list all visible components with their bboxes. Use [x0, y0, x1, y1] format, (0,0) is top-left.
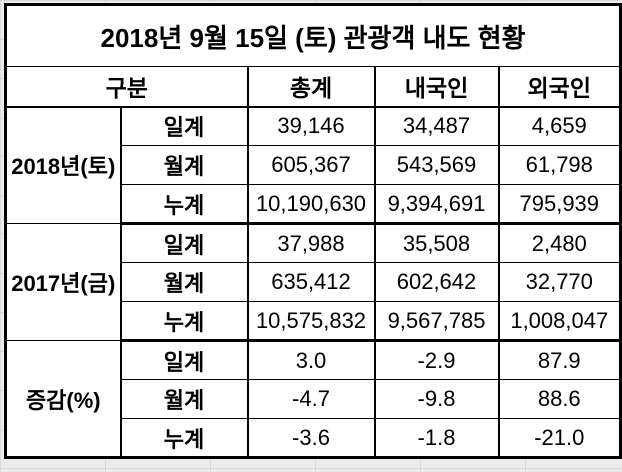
- table-row: 월계 -4.7 -9.8 88.6: [6, 379, 622, 419]
- value-cell: -21.0: [497, 418, 622, 459]
- value-cell: 87.9: [497, 340, 622, 380]
- row-label-monthly: 월계: [119, 262, 249, 302]
- value-cell: 9,394,691: [373, 184, 500, 225]
- value-cell: 32,770: [497, 262, 622, 302]
- row-label-daily: 일계: [119, 223, 249, 263]
- table-row: 월계 635,412 602,642 32,770: [6, 262, 622, 302]
- value-cell: -2.9: [373, 340, 500, 380]
- row-label-cumulative: 누계: [119, 301, 249, 342]
- value-cell: 88.6: [497, 379, 622, 419]
- value-cell: 39,146: [246, 106, 376, 146]
- header-total: 총계: [246, 66, 376, 108]
- value-cell: 4,659: [497, 106, 622, 146]
- value-cell: 635,412: [246, 262, 376, 302]
- value-cell: 10,190,630: [246, 184, 376, 225]
- row-label-daily: 일계: [119, 106, 249, 146]
- table-row: 2018년(토) 일계 39,146 34,487 4,659: [4, 106, 622, 224]
- table-row: 누계 10,190,630 9,394,691 795,939: [6, 184, 622, 225]
- table-row: 증감(%) 일계 3.0 -2.9 87.9: [4, 340, 622, 458]
- tourist-arrival-table: 2018년 9월 15일 (토) 관광객 내도 현황 구분 총계 내국인 외국인…: [4, 3, 622, 459]
- row-label-cumulative: 누계: [119, 418, 249, 459]
- value-cell: 795,939: [497, 184, 622, 225]
- section-label-2018: 2018년(토): [4, 106, 122, 224]
- table-row: 누계 10,575,832 9,567,785 1,008,047: [6, 301, 622, 342]
- header-foreign: 외국인: [497, 66, 622, 108]
- section-label-change: 증감(%): [4, 340, 122, 458]
- row-label-daily: 일계: [119, 340, 249, 380]
- title-row: 2018년 9월 15일 (토) 관광객 내도 현황: [4, 4, 622, 67]
- value-cell: 61,798: [497, 145, 622, 185]
- section-label-2017: 2017년(금): [4, 223, 122, 341]
- value-cell: 3.0: [246, 340, 376, 380]
- value-cell: -9.8: [373, 379, 500, 419]
- table-row: 2017년(금) 일계 37,988 35,508 2,480: [4, 223, 622, 341]
- value-cell: 543,569: [373, 145, 500, 185]
- value-cell: 35,508: [373, 223, 500, 263]
- value-cell: -1.8: [373, 418, 500, 459]
- value-cell: 1,008,047: [497, 301, 622, 342]
- value-cell: 37,988: [246, 223, 376, 263]
- value-cell: 34,487: [373, 106, 500, 146]
- table-row: 누계 -3.6 -1.8 -21.0: [6, 418, 622, 459]
- row-label-cumulative: 누계: [119, 184, 249, 225]
- value-cell: -4.7: [246, 379, 376, 419]
- header-row: 구분 총계 내국인 외국인: [4, 66, 622, 108]
- value-cell: 605,367: [246, 145, 376, 185]
- header-gubun: 구분: [4, 66, 249, 108]
- row-label-monthly: 월계: [119, 145, 249, 185]
- value-cell: 10,575,832: [246, 301, 376, 342]
- value-cell: -3.6: [246, 418, 376, 459]
- header-domestic: 내국인: [373, 66, 500, 108]
- table-title: 2018년 9월 15일 (토) 관광객 내도 현황: [4, 4, 622, 67]
- value-cell: 602,642: [373, 262, 500, 302]
- row-label-monthly: 월계: [119, 379, 249, 419]
- value-cell: 2,480: [497, 223, 622, 263]
- value-cell: 9,567,785: [373, 301, 500, 342]
